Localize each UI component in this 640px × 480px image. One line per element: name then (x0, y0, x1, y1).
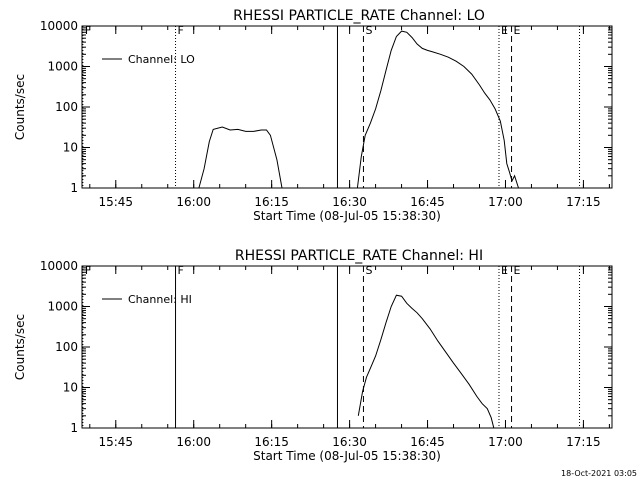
marker-label: E (514, 24, 521, 37)
x-tick-label: 16:00 (176, 195, 211, 209)
y-tick-label: 1 (70, 181, 78, 195)
y-axis-label: Counts/sec (13, 314, 27, 380)
x-tick-label: 15:45 (98, 435, 133, 449)
panel-lo: RHESSI PARTICLE_RATE Channel: LO Counts/s… (13, 8, 613, 223)
x-tick-label: 17:00 (488, 195, 523, 209)
x-tick-label: 16:00 (176, 435, 211, 449)
y-tick-label: 10 (63, 141, 78, 155)
marker-label: F (85, 24, 91, 37)
marker-label: F (178, 264, 184, 277)
marker-label: E (514, 264, 521, 277)
x-tick-label: 17:00 (488, 435, 523, 449)
series-line (357, 294, 495, 429)
legend-label: Channel: LO (128, 53, 195, 66)
x-axis-label: Start Time (08-Jul-05 15:38:30) (253, 209, 441, 223)
x-axis-label: Start Time (08-Jul-05 15:38:30) (253, 449, 441, 463)
panel-hi: RHESSI PARTICLE_RATE Channel: HI Counts/s… (13, 248, 613, 463)
marker-label: E (501, 24, 508, 37)
y-tick-label: 1 (70, 421, 78, 435)
y-tick-label: 100 (55, 340, 78, 354)
marker-label: S (365, 24, 372, 37)
y-tick-label: 10000 (40, 259, 78, 273)
x-tick-label: 16:30 (332, 195, 367, 209)
marker-label: F (85, 264, 91, 277)
x-tick-label: 16:45 (410, 435, 445, 449)
x-tick-label: 16:15 (254, 435, 289, 449)
marker-label: S (365, 264, 372, 277)
x-tick-label: 16:30 (332, 435, 367, 449)
series-line (198, 126, 283, 189)
series-line (356, 30, 519, 189)
x-tick-label: 16:45 (410, 195, 445, 209)
marker-label: F (178, 24, 184, 37)
chart-title: RHESSI PARTICLE_RATE Channel: HI (235, 248, 483, 264)
y-tick-label: 1000 (47, 60, 78, 74)
x-tick-label: 16:15 (254, 195, 289, 209)
chart-title: RHESSI PARTICLE_RATE Channel: LO (233, 8, 485, 24)
x-tick-label: 17:15 (566, 435, 601, 449)
y-axis-label: Counts/sec (13, 74, 27, 140)
x-tick-label: 15:45 (98, 195, 133, 209)
y-tick-label: 1000 (47, 300, 78, 314)
marker-label: E (501, 264, 508, 277)
x-tick-label: 17:15 (566, 195, 601, 209)
legend-label: Channel: HI (128, 293, 192, 306)
y-tick-label: 10 (63, 381, 78, 395)
y-tick-label: 10000 (40, 19, 78, 33)
footer-date: 18-Oct-2021 03:05 (561, 469, 637, 478)
y-tick-label: 100 (55, 100, 78, 114)
